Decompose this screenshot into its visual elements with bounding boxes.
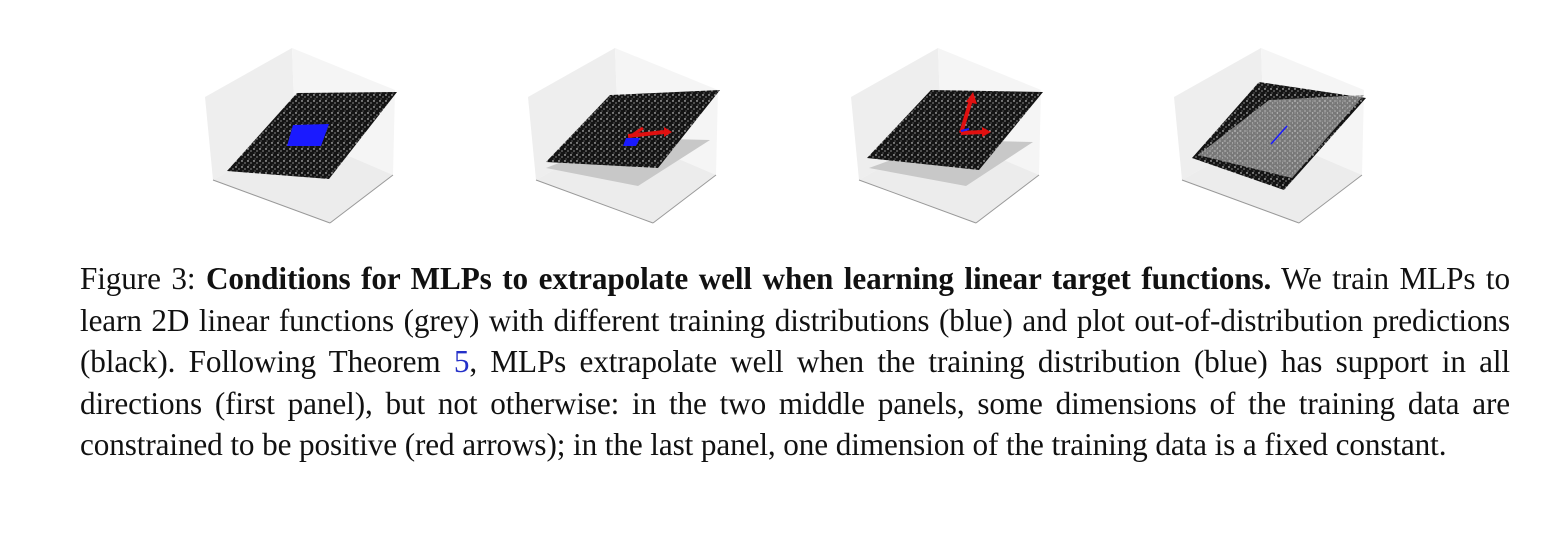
caption-text-before-ref: We train MLPs to learn 2D linear functio… [80, 261, 1510, 379]
box-edge [1298, 174, 1363, 224]
panel-1-plot [205, 48, 397, 224]
panel-2 [528, 40, 728, 230]
box-edge [212, 179, 331, 224]
red-arrow [959, 99, 973, 134]
box-edge [329, 174, 394, 224]
prediction-surface [546, 90, 720, 168]
training-distribution [287, 124, 329, 146]
caption-text-after-ref: , MLPs extrapolate well when the trainin… [80, 344, 1510, 462]
caption-label: Figure 3: [80, 261, 206, 296]
box-back-left-pane [205, 48, 295, 180]
red-arrow [960, 130, 984, 135]
red-arrow-head [966, 92, 977, 104]
figure-panels [0, 0, 1546, 240]
target-surface [1198, 95, 1364, 178]
box-back-left-pane [528, 48, 618, 180]
red-arrow [630, 126, 644, 138]
prediction-surface [867, 90, 1043, 170]
theorem-reference-link[interactable]: 5 [453, 344, 470, 379]
panel-4-plot [1174, 48, 1366, 224]
box-back-left-pane [851, 48, 941, 180]
training-distribution [1270, 125, 1288, 145]
panel-3 [851, 40, 1051, 230]
box-edge [975, 174, 1040, 224]
red-arrow-head [982, 127, 991, 137]
panel-3-plot [851, 48, 1043, 224]
box-edge [1181, 179, 1300, 224]
panel-4 [1174, 40, 1374, 230]
red-arrow-head [664, 127, 672, 137]
panel-2-plot [528, 48, 720, 224]
panel-1 [205, 40, 405, 230]
box-edge [858, 179, 977, 224]
training-distribution [960, 128, 970, 132]
box-edge [535, 179, 654, 224]
training-distribution [623, 138, 640, 146]
caption-title: Conditions for MLPs to extrapolate well … [206, 261, 1272, 296]
box-edge [652, 174, 717, 224]
figure-caption: Figure 3: Conditions for MLPs to extrapo… [80, 258, 1510, 466]
box-back-left-pane [1174, 48, 1264, 180]
